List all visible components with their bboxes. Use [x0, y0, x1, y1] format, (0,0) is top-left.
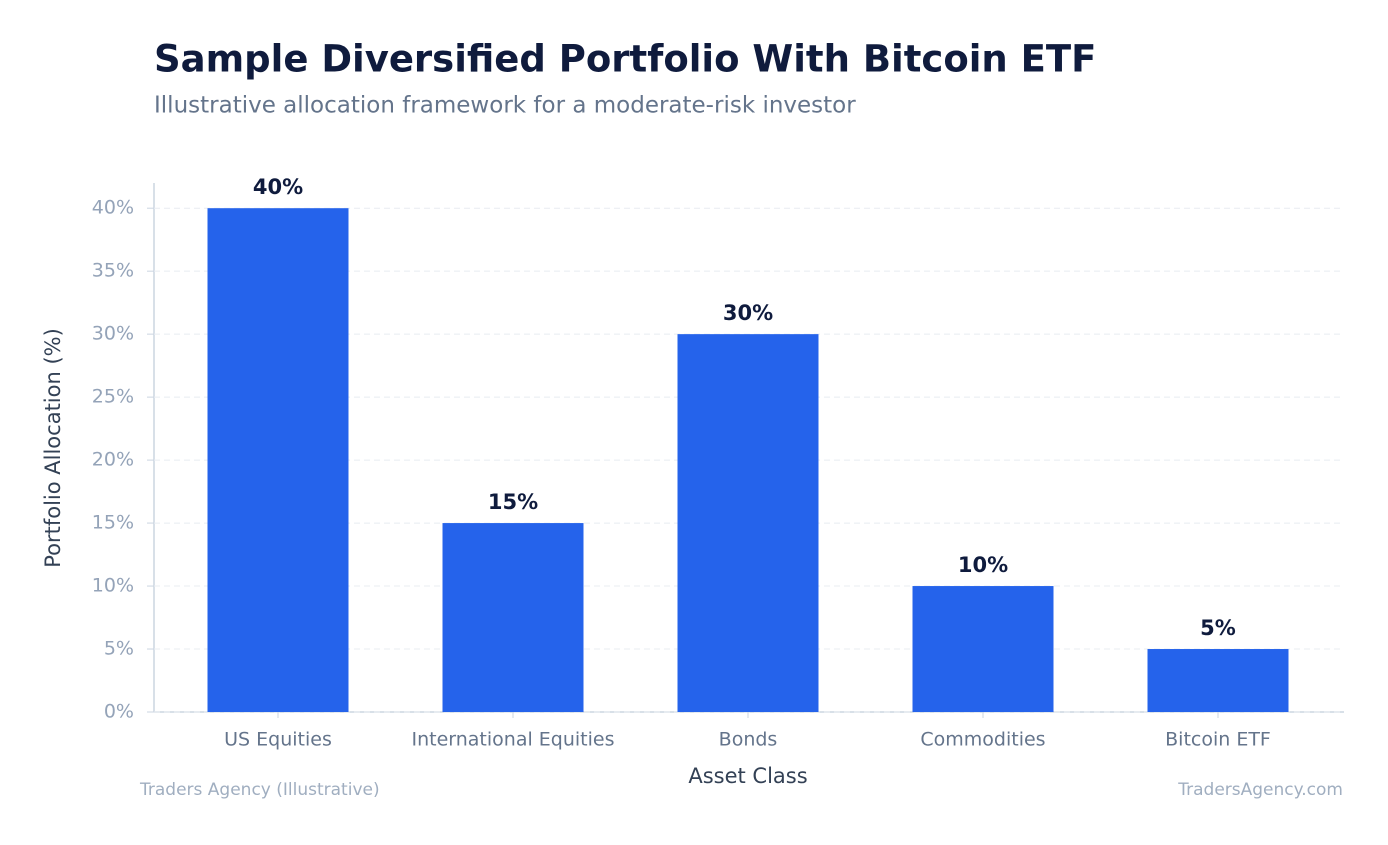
y-tick-label: 40% [92, 197, 134, 219]
value-label: 40% [253, 175, 303, 199]
chart-title: Sample Diversified Portfolio With Bitcoi… [154, 38, 1096, 81]
watermark: TradersAgency.com [1177, 780, 1343, 800]
x-tick-label: US Equities [224, 729, 332, 751]
x-tick-label: International Equities [411, 729, 614, 751]
chart-subtitle: Illustrative allocation framework for a … [154, 93, 856, 119]
y-tick-label: 20% [92, 449, 134, 471]
y-axis-label: Portfolio Allocation (%) [41, 328, 65, 568]
y-tick-label: 5% [104, 638, 134, 660]
y-tick-label: 35% [92, 260, 134, 282]
y-tick-label: 0% [104, 701, 134, 723]
x-tick-label: Bitcoin ETF [1165, 729, 1271, 751]
value-label: 10% [958, 553, 1008, 577]
x-axis-label: Asset Class [688, 764, 807, 788]
bar [912, 586, 1054, 712]
bar [207, 208, 349, 712]
value-label: 5% [1200, 616, 1236, 640]
x-tick-label: Commodities [920, 729, 1045, 751]
value-label: 30% [723, 301, 773, 325]
bar [677, 334, 819, 712]
value-label: 15% [488, 490, 538, 514]
x-tick-label: Bonds [719, 729, 778, 751]
y-tick-label: 10% [92, 575, 134, 597]
source-note: Traders Agency (Illustrative) [139, 780, 380, 800]
bar [1147, 649, 1289, 712]
y-tick-label: 30% [92, 323, 134, 345]
y-tick-label: 15% [92, 512, 134, 534]
y-tick-label: 25% [92, 386, 134, 408]
bar [442, 523, 584, 712]
